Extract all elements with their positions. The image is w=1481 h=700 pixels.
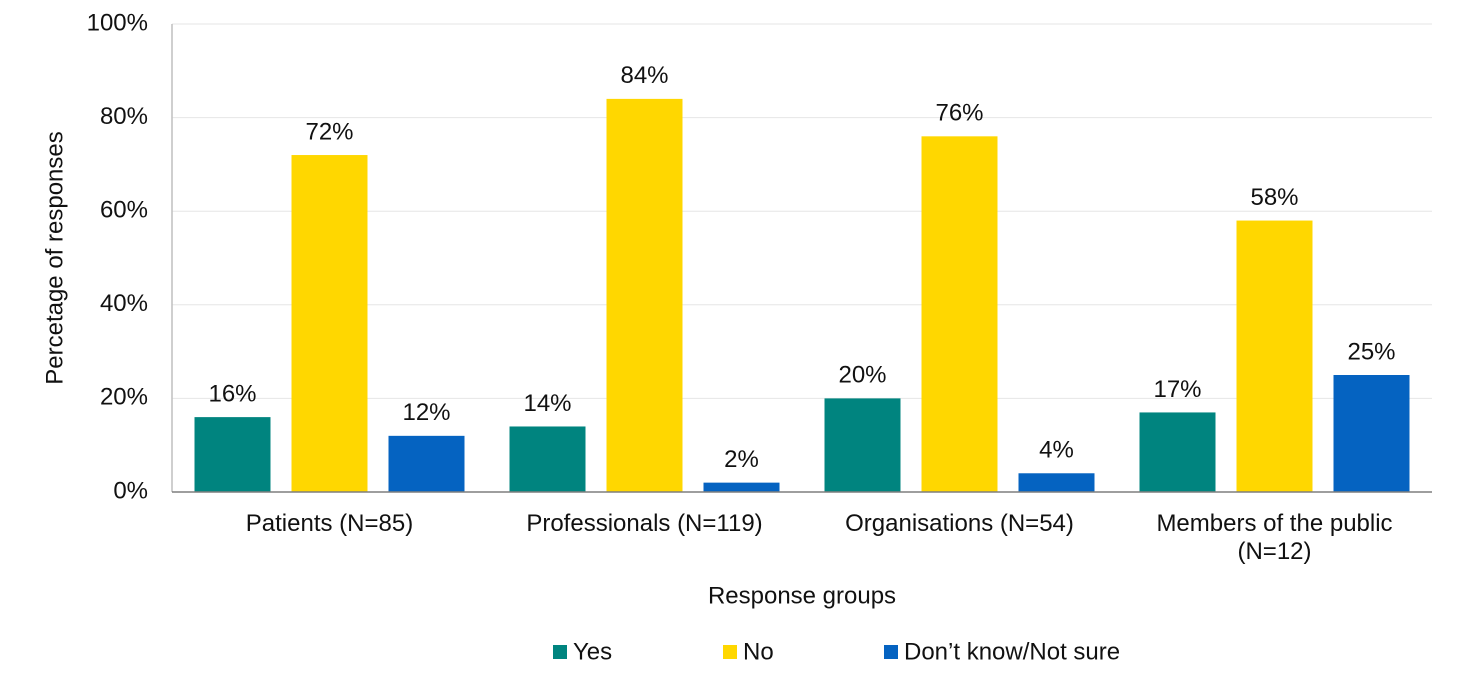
bar [703, 482, 780, 492]
bar [1018, 473, 1095, 492]
legend-swatch [884, 645, 898, 659]
x-tick-label-box: Patients (N=85) [245, 510, 414, 537]
bar [291, 155, 368, 493]
value-label: 2% [724, 446, 759, 473]
value-label: 84% [620, 62, 668, 89]
value-label: 4% [1039, 437, 1074, 464]
bar [824, 398, 901, 492]
y-tick-label: 80% [100, 103, 148, 130]
value-label: 72% [305, 118, 353, 145]
x-tick-label-box: Organisations (N=54) [845, 510, 1074, 537]
y-axis-title: Percetage of responses [41, 131, 68, 385]
y-tick-label: 100% [87, 9, 148, 36]
x-tick-label: Organisations (N=54) [845, 510, 1074, 537]
y-tick-label: 60% [100, 197, 148, 224]
bar [1333, 375, 1410, 492]
y-tick-label: 40% [100, 290, 148, 317]
x-tick-label: Professionals (N=119) [526, 510, 763, 537]
value-label: 17% [1153, 376, 1201, 403]
value-label: 14% [523, 390, 571, 417]
x-tick-label-box: Members of the public (N=12) [1156, 510, 1393, 565]
value-label: 76% [935, 100, 983, 127]
value-label: 20% [838, 362, 886, 389]
legend-swatch [723, 645, 737, 659]
x-axis-title: Response groups [708, 582, 896, 609]
legend-label: Don’t know/Not sure [904, 638, 1120, 665]
bar [1139, 412, 1216, 492]
x-tick-label: Patients (N=85) [245, 510, 414, 537]
legend-swatch [553, 645, 567, 659]
x-tick-label-box: Professionals (N=119) [526, 510, 763, 537]
y-tick-label: 20% [100, 384, 148, 411]
bar [606, 98, 683, 492]
value-label: 58% [1250, 184, 1298, 211]
legend-label: No [743, 638, 774, 665]
value-label: 16% [208, 380, 256, 407]
bar [1236, 220, 1313, 492]
bar [921, 136, 998, 492]
y-tick-label: 0% [113, 477, 148, 504]
x-tick-label: Members of the public (N=12) [1156, 510, 1393, 565]
bar [194, 417, 271, 492]
legend-label: Yes [573, 638, 612, 665]
bar [388, 435, 465, 492]
value-label: 25% [1347, 338, 1395, 365]
value-label: 12% [402, 399, 450, 426]
bar [509, 426, 586, 492]
